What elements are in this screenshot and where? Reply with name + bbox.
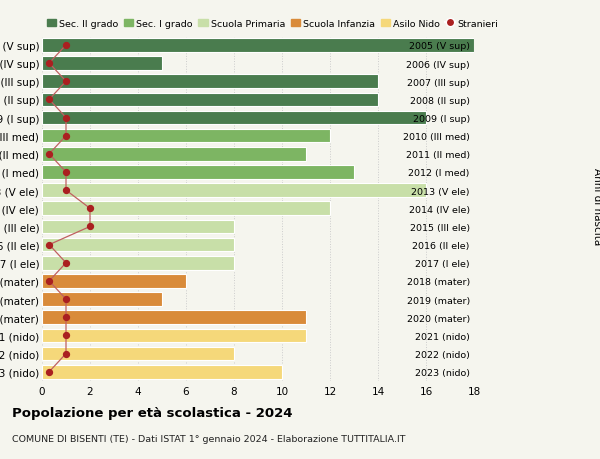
Point: [61, 350, 71, 358]
Bar: [42, 39, 474, 53]
Point: [44, 241, 54, 249]
Point: [44, 368, 54, 375]
Point: [61, 42, 71, 50]
Point: [61, 78, 71, 86]
Bar: [42, 311, 306, 325]
Bar: [42, 274, 186, 288]
Point: [61, 133, 71, 140]
Bar: [42, 238, 234, 252]
Point: [44, 96, 54, 104]
Bar: [42, 347, 234, 361]
Point: [44, 278, 54, 285]
Point: [61, 314, 71, 321]
Point: [61, 187, 71, 195]
Point: [85, 205, 95, 213]
Bar: [42, 166, 354, 179]
Bar: [42, 184, 426, 197]
Text: Anni di nascita: Anni di nascita: [592, 168, 600, 245]
Bar: [42, 293, 162, 306]
Bar: [42, 202, 330, 216]
Bar: [42, 129, 330, 143]
Point: [44, 60, 54, 67]
Bar: [42, 57, 162, 71]
Bar: [42, 329, 306, 342]
Point: [61, 296, 71, 303]
Bar: [42, 257, 234, 270]
Point: [85, 223, 95, 230]
Bar: [42, 148, 306, 161]
Point: [61, 115, 71, 122]
Point: [61, 169, 71, 176]
Legend: Sec. II grado, Sec. I grado, Scuola Primaria, Scuola Infanzia, Asilo Nido, Stran: Sec. II grado, Sec. I grado, Scuola Prim…: [47, 20, 499, 28]
Text: Popolazione per età scolastica - 2024: Popolazione per età scolastica - 2024: [12, 406, 293, 419]
Bar: [42, 112, 426, 125]
Point: [61, 259, 71, 267]
Point: [44, 151, 54, 158]
Bar: [42, 220, 234, 234]
Text: COMUNE DI BISENTI (TE) - Dati ISTAT 1° gennaio 2024 - Elaborazione TUTTITALIA.IT: COMUNE DI BISENTI (TE) - Dati ISTAT 1° g…: [12, 434, 406, 443]
Bar: [42, 75, 378, 89]
Bar: [42, 365, 282, 379]
Bar: [42, 93, 378, 107]
Point: [61, 332, 71, 339]
